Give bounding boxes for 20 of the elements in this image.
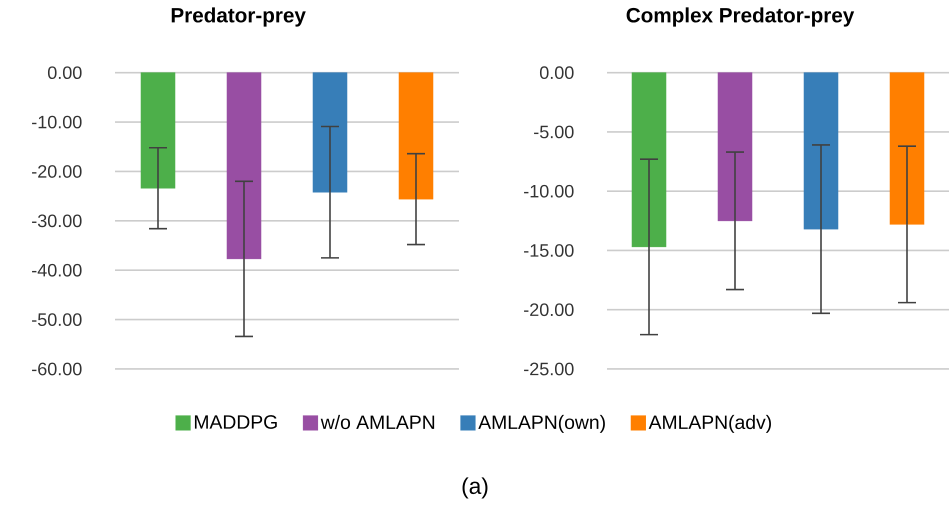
- text: (a): [462, 477, 488, 499]
- y-tick-label: -10.00: [32, 116, 82, 128]
- y-tick-label: -25.00: [524, 362, 574, 376]
- legend-label: AMLAPN(own): [478, 414, 605, 433]
- y-tick-label: -60.00: [32, 362, 82, 376]
- y-tick-label: -40.00: [32, 264, 82, 277]
- y-tick-label: 0.00: [48, 66, 82, 80]
- y-tick-label: 0.00: [540, 66, 574, 80]
- legend-label: AMLAPN(adv): [648, 414, 771, 433]
- y-tick-label: -10.00: [524, 184, 574, 198]
- legend-label: w/o AMLAPN: [320, 414, 434, 430]
- y-tick-label: -30.00: [32, 214, 82, 228]
- legend-label: MADDPG: [194, 415, 277, 429]
- y-tick-label: -50.00: [32, 313, 82, 326]
- chart-title: Complex Predator-prey: [626, 7, 854, 27]
- y-tick-label: -15.00: [524, 244, 574, 257]
- y-tick-label: -20.00: [524, 303, 574, 316]
- chart-title: Predator-prey: [172, 7, 306, 27]
- y-tick-label: -5.00: [534, 126, 574, 138]
- y-tick-label: -20.00: [32, 165, 82, 178]
